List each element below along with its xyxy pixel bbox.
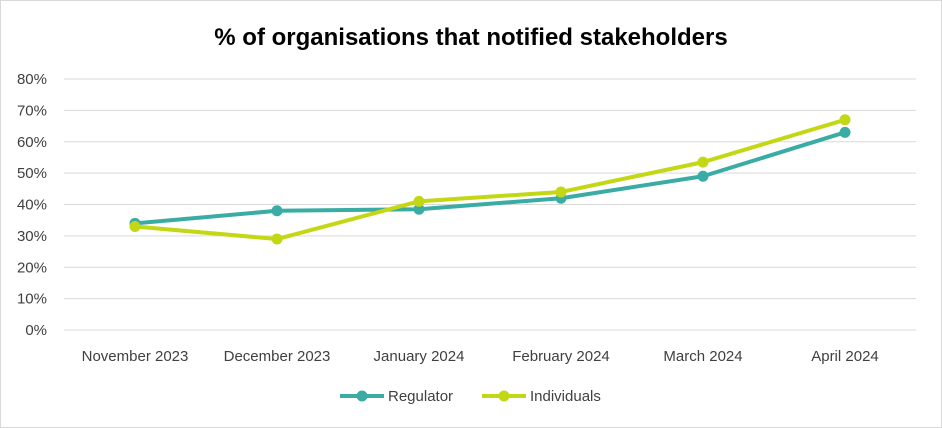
x-axis-tick-labels: November 2023 December 2023 January 2024 Fe… (82, 348, 879, 365)
data-point (697, 156, 709, 168)
y-tick-label: 20% (17, 259, 47, 276)
data-point (839, 114, 851, 126)
data-point (129, 220, 141, 232)
series-line (133, 117, 847, 242)
legend-label: Individuals (530, 388, 601, 405)
x-tick-label: November 2023 (82, 348, 189, 365)
legend-item: Individuals (482, 388, 601, 405)
y-tick-label: 10% (17, 291, 47, 308)
y-tick-label: 40% (17, 197, 47, 214)
x-tick-label: February 2024 (512, 348, 610, 365)
legend: Regulator Individuals (340, 388, 601, 405)
data-point (413, 195, 425, 207)
data-point (697, 170, 709, 182)
series-lines (129, 114, 851, 245)
y-tick-label: 80% (17, 71, 47, 88)
series-line (133, 130, 847, 226)
legend-marker (356, 390, 368, 402)
data-point (555, 186, 567, 198)
data-point (271, 233, 283, 245)
y-tick-label: 30% (17, 228, 47, 245)
series-individuals (129, 114, 851, 245)
x-tick-label: December 2023 (224, 348, 331, 365)
y-tick-label: 70% (17, 102, 47, 119)
y-tick-label: 60% (17, 134, 47, 151)
legend-marker (498, 390, 510, 402)
chart-title: % of organisations that notified stakeho… (214, 24, 727, 51)
y-axis-tick-labels: 0% 10% 20% 30% 40% 50% 60% 70% 80% (17, 71, 47, 339)
data-point (839, 126, 851, 138)
data-point (413, 203, 425, 215)
y-tick-label: 50% (17, 165, 47, 182)
x-tick-label: April 2024 (811, 348, 879, 365)
x-tick-label: January 2024 (374, 348, 465, 365)
y-tick-label: 0% (25, 322, 47, 339)
legend-item: Regulator (340, 388, 453, 405)
data-point (271, 205, 283, 217)
legend-label: Regulator (388, 388, 453, 405)
x-tick-label: March 2024 (663, 348, 742, 365)
